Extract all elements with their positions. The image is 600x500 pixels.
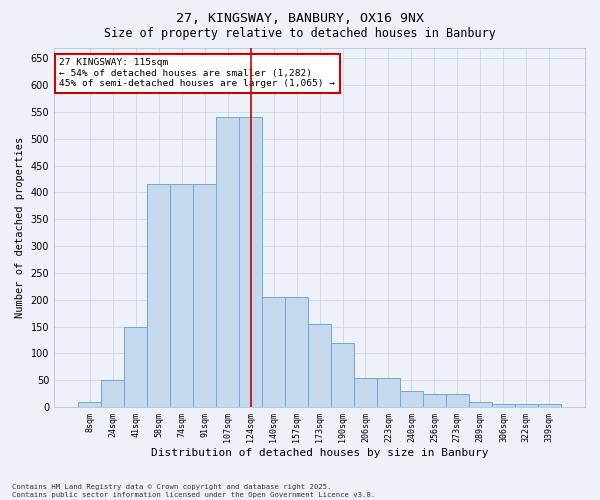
Text: 27 KINGSWAY: 115sqm
← 54% of detached houses are smaller (1,282)
45% of semi-det: 27 KINGSWAY: 115sqm ← 54% of detached ho…	[59, 58, 335, 88]
Bar	[308, 324, 331, 407]
Bar	[170, 184, 193, 407]
Bar	[423, 394, 446, 407]
Bar	[147, 184, 170, 407]
Bar	[101, 380, 124, 407]
Bar	[124, 326, 147, 407]
Text: 27, KINGSWAY, BANBURY, OX16 9NX: 27, KINGSWAY, BANBURY, OX16 9NX	[176, 12, 424, 26]
Bar	[78, 402, 101, 407]
Bar	[400, 391, 423, 407]
Bar	[331, 342, 354, 407]
Bar	[492, 404, 515, 407]
Bar	[354, 378, 377, 407]
Bar	[515, 404, 538, 407]
Bar	[262, 297, 285, 407]
Bar	[538, 404, 561, 407]
Text: Size of property relative to detached houses in Banbury: Size of property relative to detached ho…	[104, 28, 496, 40]
X-axis label: Distribution of detached houses by size in Banbury: Distribution of detached houses by size …	[151, 448, 488, 458]
Bar	[285, 297, 308, 407]
Bar	[239, 118, 262, 407]
Text: Contains HM Land Registry data © Crown copyright and database right 2025.
Contai: Contains HM Land Registry data © Crown c…	[12, 484, 375, 498]
Bar	[216, 118, 239, 407]
Y-axis label: Number of detached properties: Number of detached properties	[15, 136, 25, 318]
Bar	[469, 402, 492, 407]
Bar	[446, 394, 469, 407]
Bar	[193, 184, 216, 407]
Bar	[377, 378, 400, 407]
